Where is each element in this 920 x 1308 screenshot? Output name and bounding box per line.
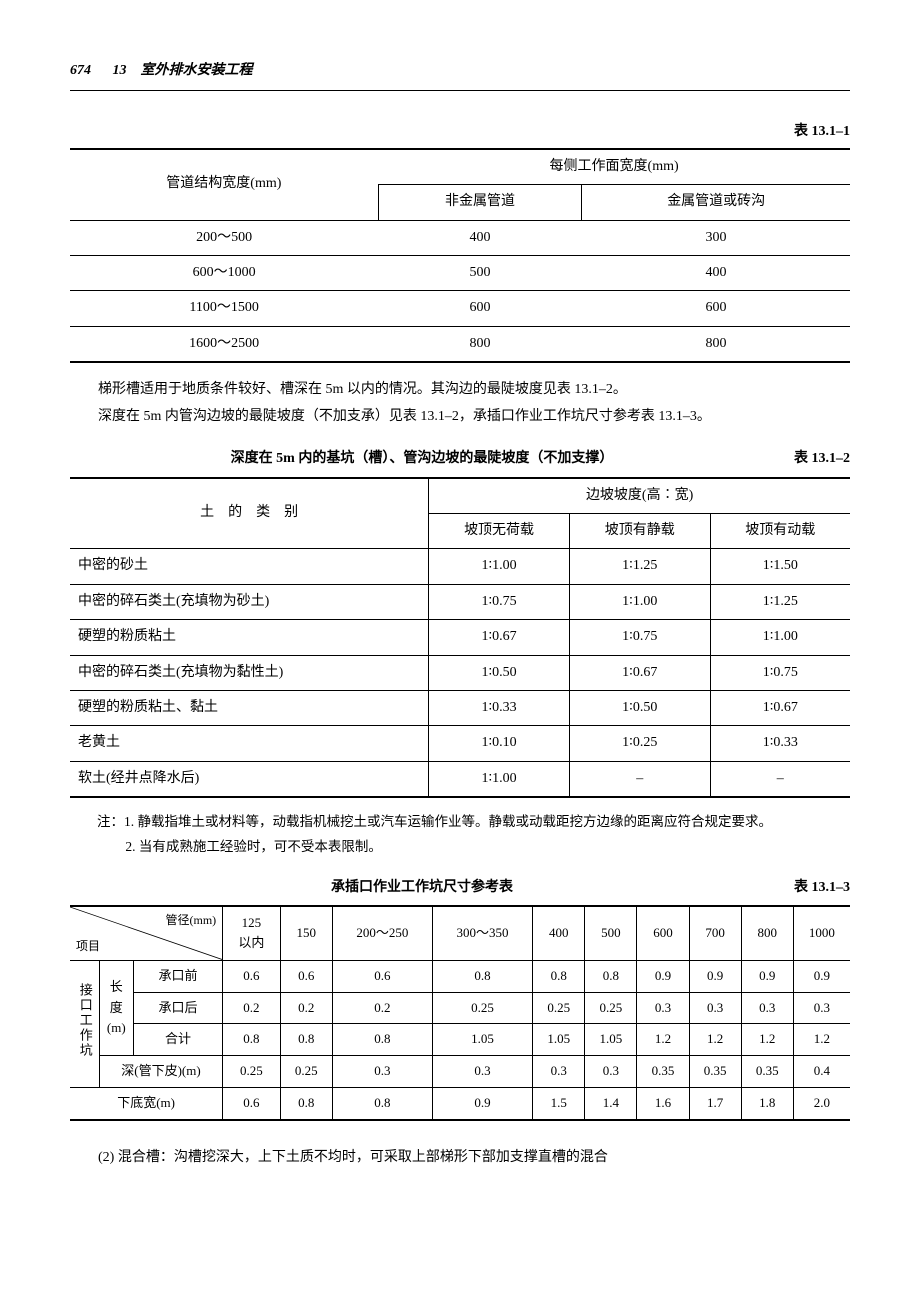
table3-label: 表 13.1–3 [774, 877, 850, 899]
table-row: 中密的砂土1∶1.001∶1.251∶1.50 [70, 549, 850, 584]
t3-group-vert: 接口工作坑 [70, 960, 99, 1087]
paragraph-2: 深度在 5m 内管沟边坡的最陡坡度（不加支承）见表 13.1–2，承插口作业工作… [70, 404, 850, 431]
t2-h-sub3: 坡顶有动载 [710, 514, 850, 549]
table2-caption: 深度在 5m 内的基坑（槽）、管沟边坡的最陡坡度（不加支撑） [70, 448, 774, 470]
note-label: 注： [97, 814, 124, 829]
t3-h1: 150 [280, 906, 332, 960]
t2-h-sub2: 坡顶有静载 [569, 514, 710, 549]
table-row: 软土(经井点降水后)1∶1.00–– [70, 761, 850, 797]
paragraph-3: (2) 混合槽：沟槽挖深大，上下土质不均时，可采取上部梯形下部加支撑直槽的混合 [70, 1145, 850, 1172]
table-row: 1600～2500 800 800 [70, 326, 850, 362]
t3-row-width-label: 下底宽(m) [70, 1087, 223, 1119]
table-row: 1100～1500 600 600 [70, 291, 850, 326]
table-row: 600～1000 500 400 [70, 255, 850, 290]
t3-h5: 500 [585, 906, 637, 960]
paragraph-1: 梯形槽适用于地质条件较好、槽深在 5m 以内的情况。其沟边的最陡坡度见表 13.… [70, 377, 850, 404]
table3-caption: 承插口作业工作坑尺寸参考表 [70, 877, 774, 899]
table-row: 200～500 400 300 [70, 220, 850, 255]
header-rule [70, 90, 850, 91]
t3-row-back-label: 承口后 [133, 992, 222, 1024]
t1-h-group: 每侧工作面宽度(mm) [378, 149, 850, 185]
diag-bottom-label: 项目 [76, 937, 100, 956]
chapter-title: 13 室外排水安装工程 [113, 63, 253, 78]
note-1-text: 1. 静载指堆土或材料等，动载指机械挖土或汽车运输作业等。静载或动载距挖方边缘的… [124, 814, 772, 829]
table-row: 接口工作坑 长度(m) 承口前 0.6 0.6 0.6 0.8 0.8 0.8 … [70, 960, 850, 992]
table1-label: 表 13.1–1 [70, 121, 850, 143]
t1-body: 200～500 400 300 600～1000 500 400 1100～15… [70, 220, 850, 362]
t3-h8: 800 [741, 906, 793, 960]
t2-h-sub1: 坡顶无荷载 [429, 514, 570, 549]
page-number: 674 [70, 63, 91, 78]
table3: 管径(mm) 项目 125 以内 150 200～250 300～350 400… [70, 905, 850, 1120]
table2-notes: 注：1. 静载指堆土或材料等，动载指机械挖土或汽车运输作业等。静载或动载距挖方边… [97, 810, 850, 859]
diag-top-label: 管径(mm) [166, 911, 217, 930]
t1-h-main: 管道结构宽度(mm) [70, 149, 378, 220]
t3-h6: 600 [637, 906, 689, 960]
table-row: 合计 0.8 0.8 0.8 1.05 1.05 1.05 1.2 1.2 1.… [70, 1024, 850, 1056]
t3-h3: 300～350 [432, 906, 532, 960]
table-row: 硬塑的粉质粘土1∶0.671∶0.751∶1.00 [70, 620, 850, 655]
table2-label: 表 13.1–2 [774, 448, 850, 470]
note-2: 2. 当有成熟施工经验时，可不受本表限制。 [128, 835, 850, 859]
table1: 管道结构宽度(mm) 每侧工作面宽度(mm) 非金属管道 金属管道或砖沟 200… [70, 148, 850, 363]
t3-row-sum-label: 合计 [133, 1024, 222, 1056]
t3-h2: 200～250 [332, 906, 432, 960]
t3-row-front-label: 承口前 [133, 960, 222, 992]
t3-h7: 700 [689, 906, 741, 960]
t3-h4: 400 [533, 906, 585, 960]
table-row: 老黄土1∶0.101∶0.251∶0.33 [70, 726, 850, 761]
t2-h-group: 边坡坡度(高∶宽) [429, 478, 850, 514]
page-header: 674 13 室外排水安装工程 [70, 60, 850, 82]
table-row: 深(管下皮)(m) 0.25 0.25 0.3 0.3 0.3 0.3 0.35… [70, 1056, 850, 1088]
t2-h-main: 土 的 类 别 [70, 478, 429, 549]
t2-body: 中密的砂土1∶1.001∶1.251∶1.50 中密的碎石类土(充填物为砂土)1… [70, 549, 850, 797]
table-row: 中密的碎石类土(充填物为黏性土)1∶0.501∶0.671∶0.75 [70, 655, 850, 690]
table-row: 中密的碎石类土(充填物为砂土)1∶0.751∶1.001∶1.25 [70, 584, 850, 619]
note-1: 注：1. 静载指堆土或材料等，动载指机械挖土或汽车运输作业等。静载或动载距挖方边… [97, 810, 850, 834]
table-row: 硬塑的粉质粘土、黏土1∶0.331∶0.501∶0.67 [70, 691, 850, 726]
t3-len-group: 长度(m) [99, 960, 133, 1055]
t1-h-sub1: 非金属管道 [378, 185, 582, 220]
t3-row-depth-label: 深(管下皮)(m) [99, 1056, 222, 1088]
table3-caption-row: 承插口作业工作坑尺寸参考表 表 13.1–3 [70, 877, 850, 899]
t3-diag-header: 管径(mm) 项目 [70, 906, 223, 960]
table2-caption-row: 深度在 5m 内的基坑（槽）、管沟边坡的最陡坡度（不加支撑） 表 13.1–2 [70, 448, 850, 470]
t3-h9: 1000 [793, 906, 850, 960]
table2: 土 的 类 别 边坡坡度(高∶宽) 坡顶无荷载 坡顶有静载 坡顶有动载 中密的砂… [70, 477, 850, 799]
table-row: 下底宽(m) 0.6 0.8 0.8 0.9 1.5 1.4 1.6 1.7 1… [70, 1087, 850, 1119]
t1-h-sub2: 金属管道或砖沟 [582, 185, 850, 220]
t3-h0: 125 以内 [223, 906, 280, 960]
table-row: 承口后 0.2 0.2 0.2 0.25 0.25 0.25 0.3 0.3 0… [70, 992, 850, 1024]
